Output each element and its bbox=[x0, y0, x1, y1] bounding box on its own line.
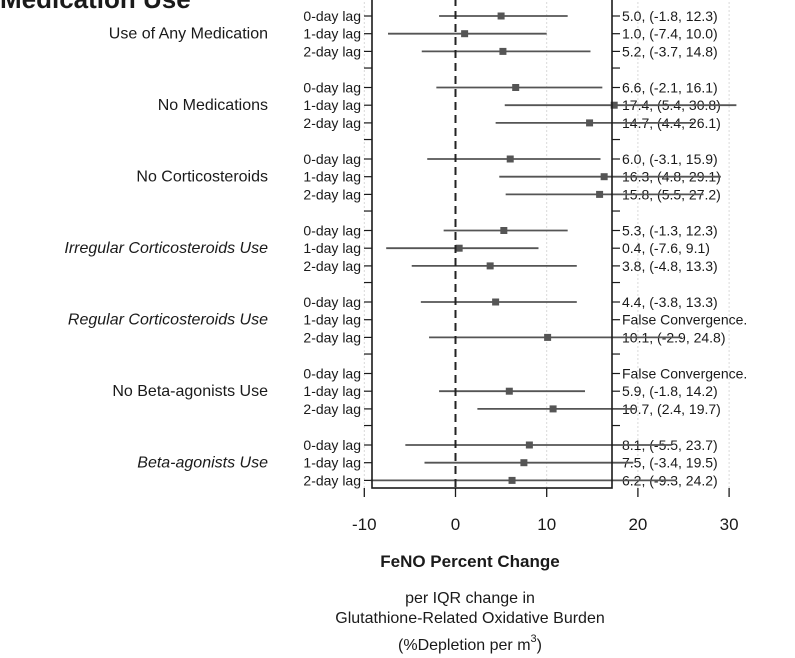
group-label-2: No Corticosteroids bbox=[136, 169, 268, 186]
x-tick-label: 10 bbox=[537, 515, 556, 534]
lag-label: 0-day lag bbox=[303, 151, 361, 167]
lag-label: 1-day lag bbox=[303, 383, 361, 399]
point-estimate bbox=[525, 441, 533, 449]
lag-label: 2-day lag bbox=[303, 472, 361, 488]
lag-label: 2-day lag bbox=[303, 401, 361, 417]
estimate-label: 5.0, (-1.8, 12.3) bbox=[622, 8, 718, 24]
lag-label: 2-day lag bbox=[303, 258, 361, 274]
lag-label: 1-day lag bbox=[303, 26, 361, 42]
lag-label: 1-day lag bbox=[303, 455, 361, 471]
point-estimate bbox=[520, 459, 528, 467]
x-axis-subtitle-line-1: per IQR change in bbox=[405, 590, 535, 607]
estimate-label: 3.8, (-4.8, 13.3) bbox=[622, 258, 718, 274]
x-axis-subtitle-line-2: Glutathione-Related Oxidative Burden bbox=[335, 610, 605, 627]
lag-label: 1-day lag bbox=[303, 240, 361, 256]
point-estimate bbox=[499, 47, 507, 55]
estimate-label: 1.0, (-7.4, 10.0) bbox=[622, 26, 718, 42]
group-label-0: Use of Any Medication bbox=[109, 26, 268, 43]
x-axis: -10 0 10 20 30 bbox=[352, 488, 739, 534]
lag-label: 0-day lag bbox=[303, 80, 361, 96]
estimate-label: 0.4, (-7.6, 9.1) bbox=[622, 240, 710, 256]
x-axis-subtitle-close: ) bbox=[537, 637, 542, 654]
lag-label: 0-day lag bbox=[303, 366, 361, 382]
x-tick-label: 20 bbox=[628, 515, 647, 534]
point-estimate bbox=[600, 173, 608, 181]
x-axis-subtitle-unit: (%Depletion per m bbox=[398, 637, 531, 654]
x-tick-label: 30 bbox=[720, 515, 739, 534]
point-estimate bbox=[596, 190, 604, 198]
lag-label: 0-day lag bbox=[303, 8, 361, 24]
point-estimate bbox=[497, 12, 505, 20]
lag-label: 2-day lag bbox=[303, 43, 361, 59]
estimate-label: 5.9, (-1.8, 14.2) bbox=[622, 383, 718, 399]
group-label-6: Beta-agonists Use bbox=[137, 455, 268, 472]
point-estimate bbox=[506, 155, 514, 163]
x-axis-subtitle-line-3: (%Depletion per m3) bbox=[398, 633, 542, 654]
group-label-4: Regular Corticosteroids Use bbox=[68, 312, 268, 329]
lag-label: 0-day lag bbox=[303, 294, 361, 310]
plot-panel-border bbox=[371, 0, 613, 489]
x-axis-subtitle-superscript: 3 bbox=[531, 633, 537, 645]
point-estimate bbox=[508, 476, 516, 484]
lag-label: 1-day lag bbox=[303, 97, 361, 113]
lag-label: 2-day lag bbox=[303, 115, 361, 131]
point-estimate bbox=[505, 387, 513, 395]
x-tick-label: 0 bbox=[451, 515, 460, 534]
point-estimate bbox=[500, 227, 508, 234]
point-estimate bbox=[586, 119, 594, 127]
x-tick-label: -10 bbox=[352, 515, 377, 534]
forest-rows: Use of Any Medication 0-day lag 5.0, (-1.8… bbox=[64, 8, 747, 488]
x-axis-label: FeNO Percent Change bbox=[380, 552, 560, 571]
estimate-label: False Convergence. bbox=[622, 366, 747, 382]
point-estimate bbox=[461, 30, 469, 38]
point-estimate bbox=[492, 298, 500, 306]
estimate-label: 10.7, (2.4, 19.7) bbox=[622, 401, 721, 417]
group-label-1: No Medications bbox=[158, 97, 268, 114]
point-estimate bbox=[610, 101, 618, 109]
lag-label: 2-day lag bbox=[303, 186, 361, 202]
point-estimate bbox=[549, 405, 557, 413]
lag-label: 0-day lag bbox=[303, 223, 361, 239]
lag-label: 0-day lag bbox=[303, 437, 361, 453]
grid-lines bbox=[363, 0, 730, 488]
point-estimate bbox=[512, 84, 520, 91]
chart-heading: Medication Use bbox=[0, 0, 191, 14]
estimate-label: False Convergence. bbox=[622, 312, 747, 328]
point-estimate bbox=[486, 262, 494, 270]
group-label-3: Irregular Corticosteroids Use bbox=[64, 240, 268, 257]
estimate-label: 6.6, (-2.1, 16.1) bbox=[622, 80, 718, 96]
lag-label: 1-day lag bbox=[303, 169, 361, 185]
estimate-label: 4.4, (-3.8, 13.3) bbox=[622, 294, 718, 310]
point-estimate bbox=[455, 244, 463, 252]
lag-label: 2-day lag bbox=[303, 329, 361, 345]
point-estimate bbox=[544, 333, 552, 341]
group-label-5: No Beta-agonists Use bbox=[112, 383, 268, 400]
estimate-label: 5.3, (-1.3, 12.3) bbox=[622, 223, 718, 239]
estimate-label: 5.2, (-3.7, 14.8) bbox=[622, 43, 718, 59]
estimate-label: 6.0, (-3.1, 15.9) bbox=[622, 151, 718, 167]
estimate-label: 7.5, (-3.4, 19.5) bbox=[622, 455, 718, 471]
lag-label: 1-day lag bbox=[303, 312, 361, 328]
